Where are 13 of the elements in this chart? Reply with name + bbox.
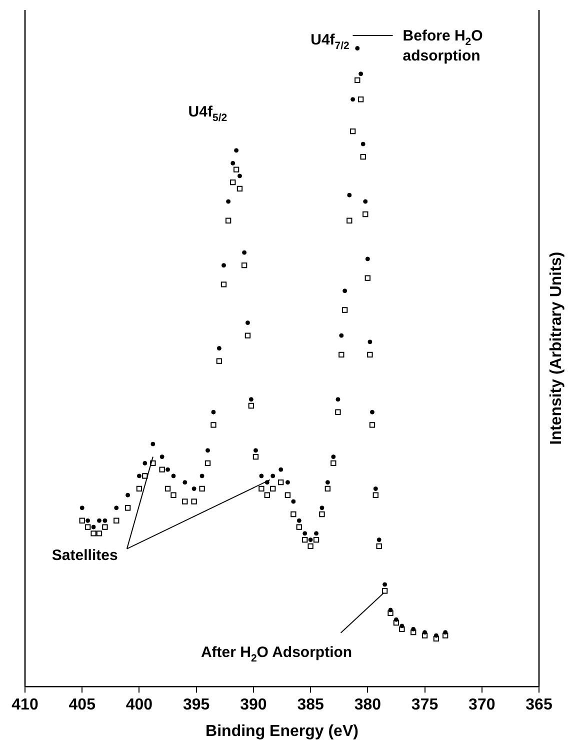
x-tick-label: 390 (240, 696, 267, 714)
x-tick-label: 400 (126, 696, 153, 714)
annotation: Satellites (52, 546, 118, 564)
y-axis-title: Intensity (Arbitrary Units) (548, 252, 565, 445)
x-tick-label: 375 (411, 696, 438, 714)
x-tick-label: 385 (297, 696, 324, 714)
x-tick-label: 370 (468, 696, 496, 714)
x-tick-label: 395 (182, 696, 210, 714)
x-tick-label: 405 (68, 696, 96, 714)
x-tick-label: 380 (354, 696, 382, 714)
x-tick-label: 410 (12, 696, 38, 714)
x-tick-label: 365 (526, 696, 552, 714)
x-axis-title: Binding Energy (eV) (206, 722, 358, 740)
